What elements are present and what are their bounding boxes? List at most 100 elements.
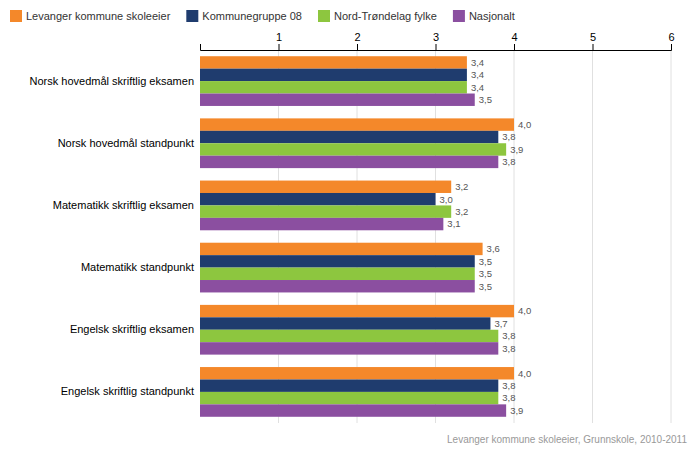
legend-item: Kommunegruppe 08 [186,10,302,22]
bar [200,205,451,217]
legend: Levanger kommune skoleeier Kommunegruppe … [10,10,515,22]
x-tick-label: 3 [433,31,439,43]
bar [200,193,436,205]
bar [200,392,498,404]
y-tick: Engelsk skriftlig standpunkt [61,385,200,397]
x-tick-label: 4 [511,31,517,43]
bar [200,118,514,130]
legend-label: Nasjonalt [469,10,515,22]
bar [200,56,467,68]
x-tick-mark [671,44,672,50]
legend-swatch [453,10,465,22]
bar [200,143,506,155]
x-tick: 4 [511,31,517,50]
bar [200,330,498,342]
legend-swatch [186,10,198,22]
data-label: 3,8 [502,131,515,142]
bar [200,280,475,292]
footnote: Levanger kommune skoleeier, Grunnskole, … [447,434,687,445]
bar [200,379,498,391]
x-tick-label: 1 [276,31,282,43]
y-tick: Matematikk skriftlig eksamen [53,199,200,211]
x-tick-mark [279,44,280,50]
category-label: Matematikk skriftlig eksamen [53,199,194,211]
data-label: 3,4 [471,69,484,80]
x-tick: 1 [276,31,282,50]
legend-label: Nord-Trøndelag fylke [334,10,437,22]
x-tick: 3 [433,31,439,50]
data-label: 3,8 [502,330,515,341]
data-label: 3,5 [479,268,492,279]
data-label: 3,4 [471,82,484,93]
bar [200,243,483,255]
y-tick: Norsk hovedmål skriftlig eksamen [30,75,200,87]
data-label: 3,5 [479,94,492,105]
x-tick-mark [357,44,358,50]
bar [200,404,506,416]
x-tick-label: 5 [590,31,596,43]
bar [200,218,443,230]
data-label: 3,8 [502,380,515,391]
legend-label: Kommunegruppe 08 [202,10,302,22]
x-tick-mark [436,44,437,50]
bars [200,56,514,417]
data-label: 3,4 [471,57,484,68]
bar [200,181,451,193]
data-label: 3,1 [447,218,460,229]
data-label: 4,0 [518,368,531,379]
x-tick: 2 [354,31,360,50]
data-label: 3,0 [440,194,453,205]
data-label: 4,0 [518,119,531,130]
chart: 123456Norsk hovedmål skriftlig eksamenNo… [0,0,695,451]
x-tick-label: 6 [668,31,674,43]
bar [200,81,467,93]
data-label: 3,7 [494,318,507,329]
x-tick-mark [514,44,515,50]
x-tick-mark [593,44,594,50]
category-label: Matematikk standpunkt [81,261,194,273]
data-label: 3,9 [510,405,523,416]
x-axis: 1 2 3 4 5 6 [201,31,675,51]
bar [200,156,498,168]
data-label: 3,6 [487,243,500,254]
legend-label: Levanger kommune skoleeier [26,10,171,22]
data-labels: 3,44,03,23,64,04,03,43,83,03,53,73,83,43… [440,57,532,416]
bar [200,305,514,317]
legend-swatch [10,10,22,22]
y-tick: Engelsk skriftlig eksamen [70,323,200,335]
legend-item: Levanger kommune skoleeier [10,10,171,22]
bar-series [200,69,498,392]
bar [200,317,490,329]
data-label: 3,2 [455,206,468,217]
grid-line [592,50,593,423]
category-label: Norsk hovedmål skriftlig eksamen [30,75,194,87]
bar [200,94,475,106]
bar-series [200,94,506,417]
legend-swatch [318,10,330,22]
category-label: Engelsk skriftlig standpunkt [61,385,194,397]
bar [200,342,498,354]
data-label: 3,8 [502,392,515,403]
category-label: Engelsk skriftlig eksamen [70,323,194,335]
legend-item: Nasjonalt [453,10,515,22]
data-label: 3,8 [502,343,515,354]
bar [200,367,514,379]
data-label: 3,9 [510,144,523,155]
x-axis-line [201,44,672,51]
y-tick: Norsk hovedmål standpunkt [58,137,200,149]
bar-series [200,56,514,379]
data-label: 3,5 [479,256,492,267]
data-label: 3,8 [502,156,515,167]
y-axis: Norsk hovedmål skriftlig eksamen Norsk ho… [30,75,200,398]
x-tick: 6 [668,31,674,50]
data-label: 4,0 [518,305,531,316]
bar [200,255,475,267]
bar-series [200,81,506,404]
bar [200,131,498,143]
legend-item: Nord-Trøndelag fylke [318,10,437,22]
x-tick: 5 [590,31,596,50]
bar [200,268,475,280]
category-label: Norsk hovedmål standpunkt [58,137,194,149]
data-label: 3,2 [455,181,468,192]
data-label: 3,5 [479,281,492,292]
